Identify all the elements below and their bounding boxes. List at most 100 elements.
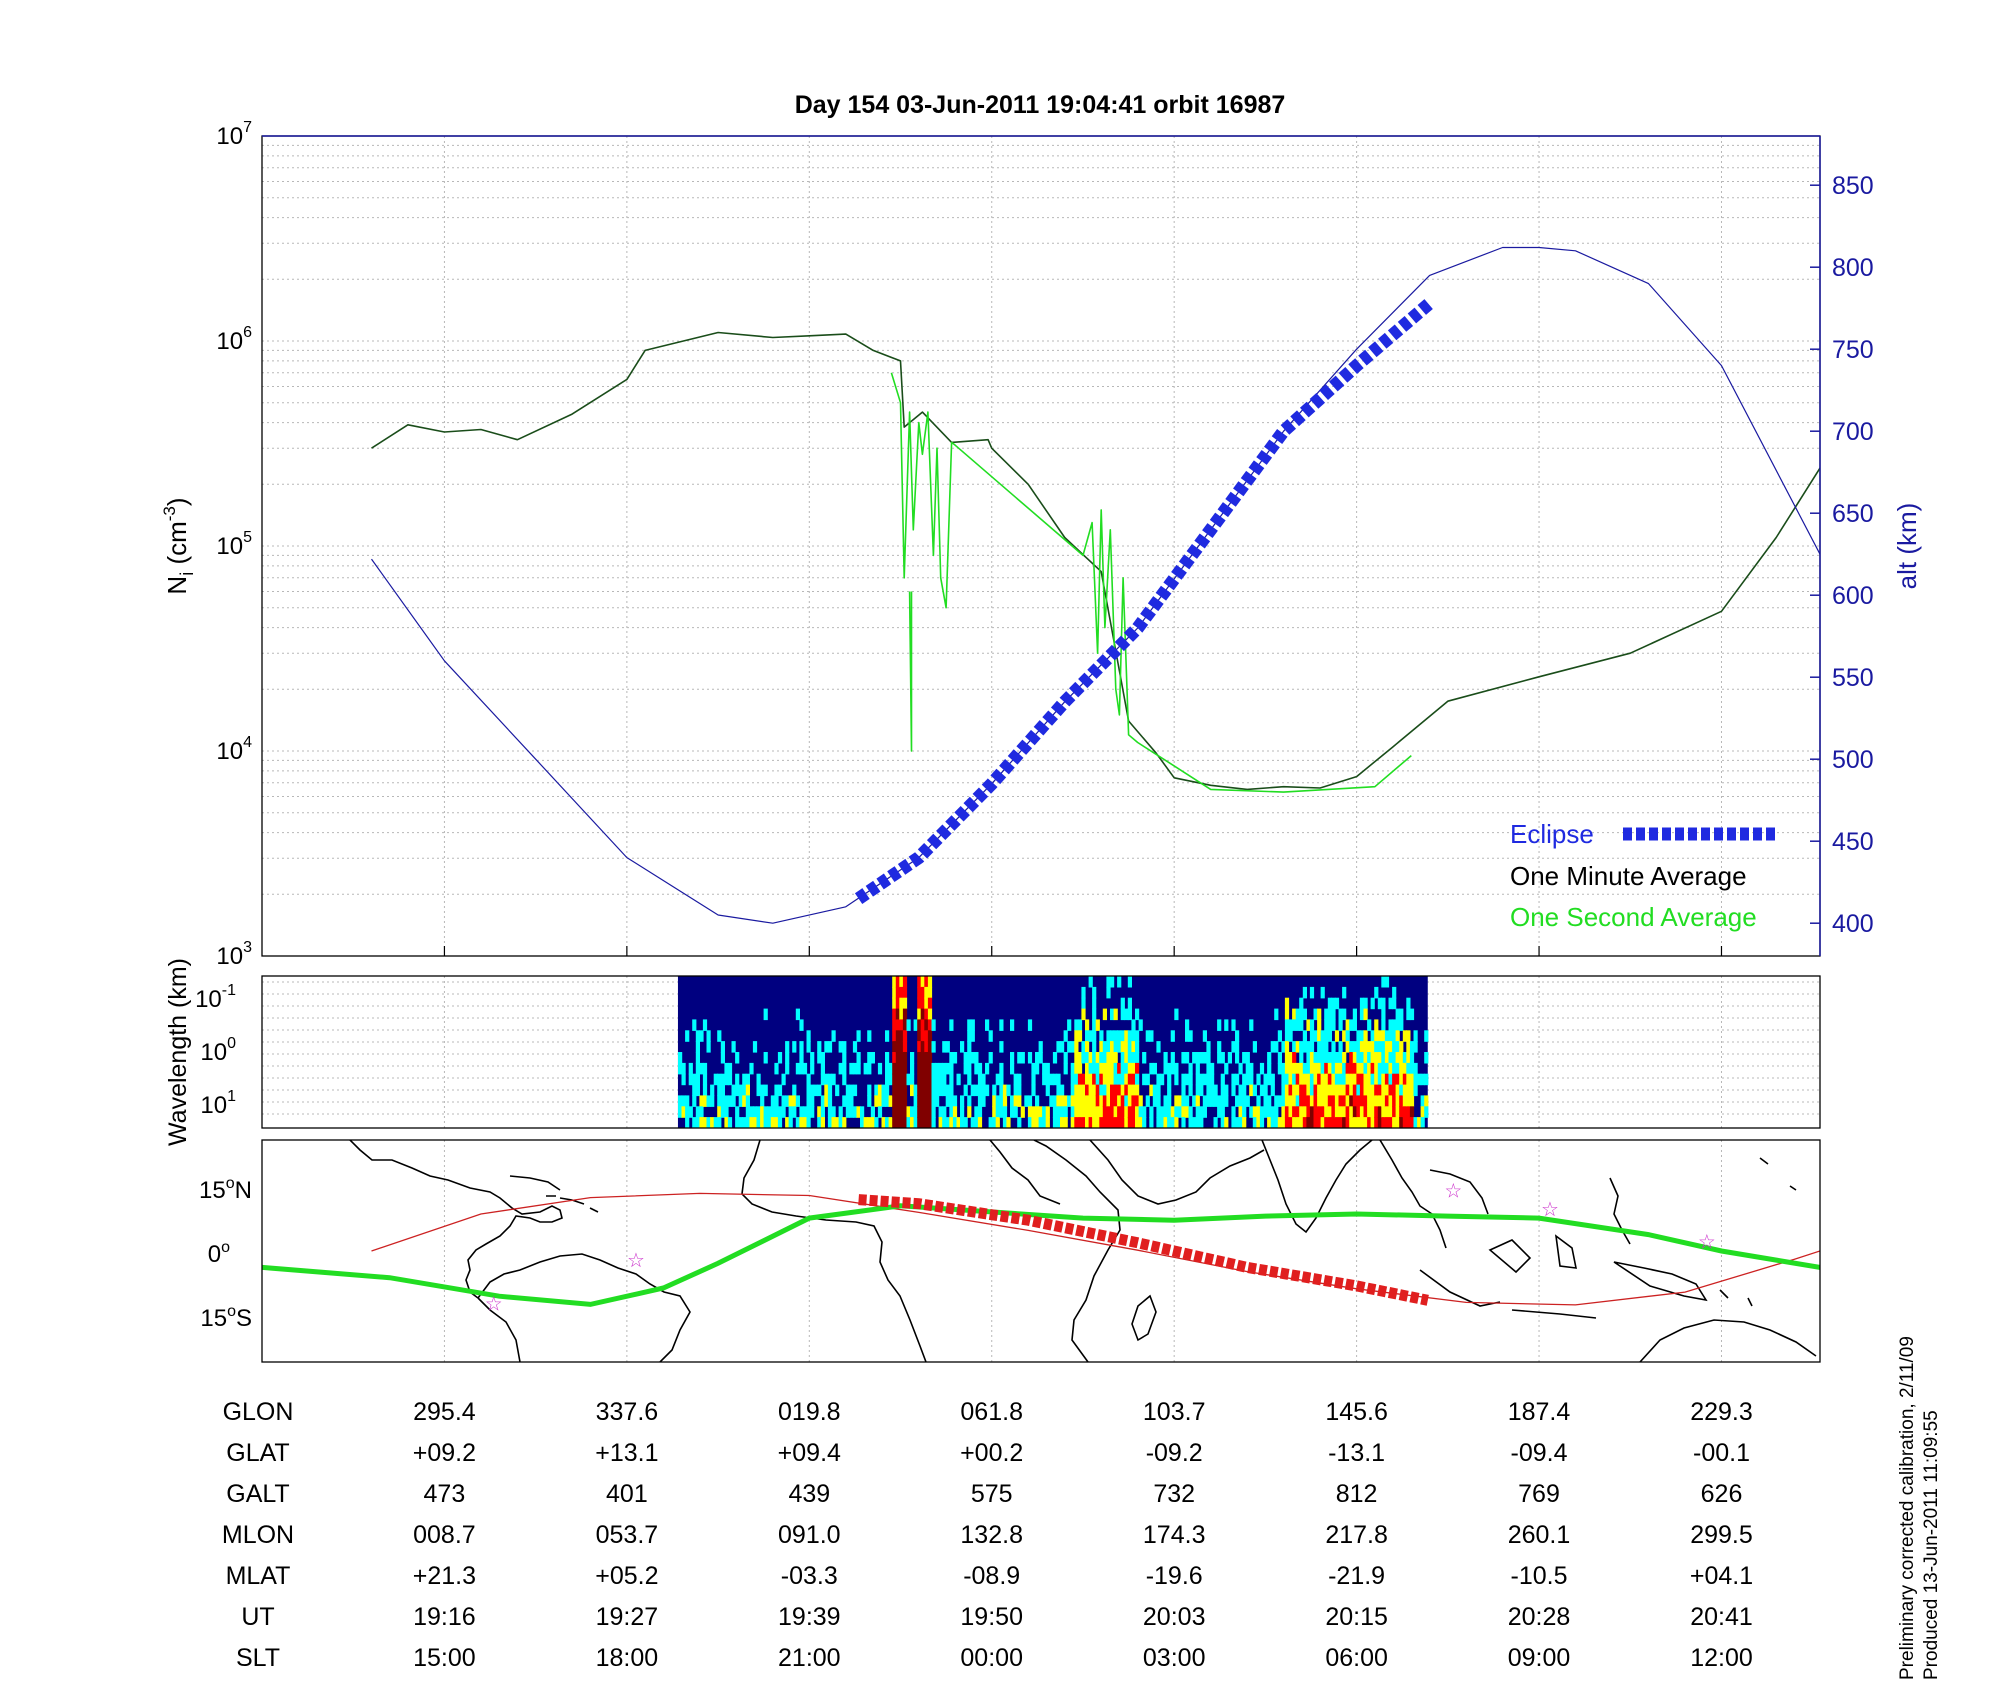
heatmap-cell <box>1252 1117 1257 1128</box>
heatmap-cell <box>1160 1117 1165 1128</box>
legend-label-second: One Second Average <box>1510 902 1757 932</box>
heatmap-cell <box>970 1019 975 1031</box>
heatmap-cell <box>1338 1019 1343 1031</box>
heatmap-cell <box>1135 1084 1140 1097</box>
heatmap-cell <box>1352 1062 1357 1075</box>
heatmap-cell <box>1359 1073 1365 1086</box>
heatmap-cell <box>774 1117 779 1128</box>
main-panel: 103 104 105 106 107 Ni (cm-3) 400 450 500 5… <box>160 119 1922 970</box>
series-line-0 <box>371 331 1820 791</box>
heatmap-cell <box>1406 1095 1411 1107</box>
heatmap-cell <box>1120 1095 1125 1107</box>
heatmap-cell <box>1124 1030 1129 1042</box>
heatmap-cell <box>1302 1008 1307 1021</box>
heatmap-cell <box>927 986 933 999</box>
heatmap-cell <box>917 1084 922 1097</box>
heatmap-cell <box>1377 1062 1382 1075</box>
heatmap-cell <box>785 1062 790 1075</box>
heatmap-cell <box>1352 1073 1357 1086</box>
heatmap-cell <box>1324 1030 1329 1042</box>
heatmap-cell <box>706 1117 711 1128</box>
heatmap-cell <box>1092 1073 1097 1086</box>
heatmap-cell <box>1070 1117 1075 1128</box>
heatmap-cell <box>977 1084 983 1097</box>
heatmap-cell <box>1217 1106 1222 1118</box>
heatmap-cell <box>1110 1062 1115 1075</box>
heatmap-cell <box>874 1084 879 1097</box>
heatmap-cell <box>1017 1073 1022 1086</box>
heatmap-cell <box>1077 1062 1083 1075</box>
heatmap-cell <box>756 1106 761 1118</box>
heatmap-cell <box>1067 1095 1072 1107</box>
heatmap-cell <box>1284 1106 1290 1118</box>
heatmap-cell <box>817 1117 822 1128</box>
heatmap-cell <box>1277 1062 1282 1075</box>
heatmap-cell <box>895 1008 900 1021</box>
table-cell: 00:00 <box>960 1644 1023 1672</box>
heatmap-cell <box>806 1030 811 1042</box>
heatmap-cell <box>1374 1019 1379 1031</box>
heatmap-cell <box>956 1117 961 1128</box>
heatmap-cell <box>1309 1084 1315 1097</box>
heatmap-cell <box>1135 1052 1140 1064</box>
heatmap-cell <box>1392 986 1397 999</box>
heatmap-cell <box>1199 1084 1204 1097</box>
heatmap-cell <box>1363 1084 1368 1097</box>
heatmap-cell <box>1106 1095 1111 1107</box>
heatmap-cell <box>1274 1117 1279 1128</box>
heatmap-cell <box>1392 1062 1397 1075</box>
map-series-line-2 <box>858 1194 1429 1306</box>
heatmap-cell <box>952 1095 958 1107</box>
heatmap-cell <box>795 1062 800 1075</box>
heatmap-cell <box>1338 1117 1343 1128</box>
heatmap-cell <box>1356 1041 1361 1053</box>
heatmap-cell <box>938 1117 943 1128</box>
heatmap-cell <box>1327 997 1332 1010</box>
heatmap-cell <box>1277 1117 1282 1128</box>
heatmap-cell <box>1413 1062 1418 1075</box>
heatmap-cell <box>1267 1062 1272 1075</box>
heatmap-cell <box>895 1095 900 1107</box>
heatmap-cell <box>1124 1062 1129 1075</box>
heatmap-cell <box>1370 1095 1375 1107</box>
heatmap-cell <box>1188 1030 1193 1042</box>
heatmap-cell <box>1224 1117 1229 1128</box>
heatmap-cell <box>1006 1084 1011 1097</box>
heatmap-cell <box>906 1019 911 1031</box>
heatmap-cell <box>1031 1084 1036 1097</box>
heatmap-cell <box>820 1052 825 1064</box>
heatmap-cell <box>1349 1117 1354 1128</box>
heatmap-cell <box>927 1117 933 1128</box>
legend-label-minute: One Minute Average <box>1510 861 1747 891</box>
heatmap-cell <box>692 1084 697 1097</box>
heatmap-cell <box>1045 1117 1050 1128</box>
heatmap-cell <box>1063 1117 1068 1128</box>
heatmap-cell <box>1195 1117 1200 1128</box>
heatmap-cell <box>867 1084 872 1097</box>
heatmap-cell <box>1145 1030 1150 1042</box>
heatmap-cell <box>1267 1052 1272 1064</box>
heatmap-cell <box>1374 1084 1379 1097</box>
heatmap-cell <box>1334 1095 1340 1107</box>
heatmap-cell <box>1384 1095 1390 1107</box>
heatmap-cell <box>1127 976 1132 988</box>
heatmap-cell <box>738 1095 743 1107</box>
heatmap-cell <box>1102 1084 1107 1097</box>
heatmap-cell <box>788 1106 793 1118</box>
heatmap-cell <box>1352 1095 1357 1107</box>
heatmap-cell <box>935 1095 940 1107</box>
heatmap-cell <box>1288 1095 1293 1107</box>
heatmap-cell <box>1349 1019 1354 1031</box>
heatmap-cell <box>1092 1041 1097 1053</box>
heatmap-cell <box>917 997 922 1010</box>
heatmap-cell <box>1349 1052 1354 1064</box>
heatmap-cell <box>1074 1062 1079 1075</box>
heatmap-cell <box>1213 1084 1218 1097</box>
heatmap-cell <box>1195 1095 1200 1107</box>
heatmap-cell <box>902 1030 908 1042</box>
heatmap-cell <box>799 1052 804 1064</box>
legend: Eclipse One Minute Average One Second Av… <box>1510 819 1778 932</box>
heatmap-cell <box>1395 1106 1400 1118</box>
heatmap-cell <box>1227 1052 1232 1064</box>
heatmap-cell <box>863 1117 868 1128</box>
